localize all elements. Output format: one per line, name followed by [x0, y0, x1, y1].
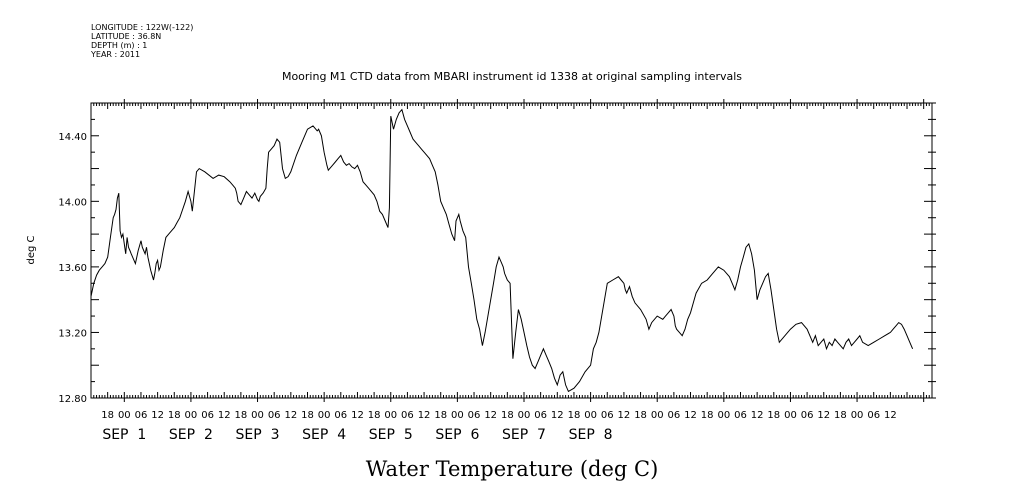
- hour-tick-label: 12: [284, 410, 297, 421]
- hour-tick-label: 12: [418, 410, 431, 421]
- hour-tick-label: 06: [867, 410, 880, 421]
- hour-tick-label: 00: [384, 410, 397, 421]
- y-tick-label: 12.80: [58, 394, 87, 405]
- hour-tick-label: 00: [717, 410, 730, 421]
- metadata-block: LONGITUDE : 122W(-122) LATITUDE : 36.8N …: [90, 23, 193, 59]
- hour-tick-label: 06: [135, 410, 148, 421]
- x-axis-label: Water Temperature (deg C): [366, 457, 659, 481]
- day-labels: SEP 1 SEP 2 SEP 3 SEP 4 SEP 5 SEP 6 SEP 7 SEP 8: [102, 427, 612, 443]
- hour-tick-label: 12: [684, 410, 697, 421]
- hour-tick-label: 00: [518, 410, 531, 421]
- hour-tick-label: 06: [401, 410, 414, 421]
- y-tick-label: 13.20: [58, 328, 87, 339]
- hour-tick-label: 06: [268, 410, 281, 421]
- hour-tick-label: 00: [451, 410, 464, 421]
- hour-tick-label: 06: [668, 410, 681, 421]
- hour-tick-label: 18: [101, 410, 114, 421]
- y-tick-label: 14.00: [58, 197, 87, 208]
- hour-tick-label: 18: [568, 410, 581, 421]
- hour-tick-label: 18: [701, 410, 714, 421]
- axis-ticks: [90, 99, 936, 402]
- hour-tick-label: 12: [484, 410, 497, 421]
- hour-tick-label: 12: [751, 410, 764, 421]
- longitude-text: LONGITUDE : 122W(-122): [91, 23, 193, 32]
- hour-tick-label: 00: [851, 410, 864, 421]
- hour-tick-label: 12: [551, 410, 564, 421]
- hour-tick-label: 00: [118, 410, 131, 421]
- hour-tick-label: 06: [468, 410, 481, 421]
- hour-tick-label: 12: [218, 410, 231, 421]
- y-tick-label: 14.40: [58, 132, 87, 143]
- latitude-text: LATITUDE : 36.8N: [91, 32, 161, 41]
- plot-frame: [90, 102, 933, 399]
- hour-tick-label: 18: [301, 410, 314, 421]
- water-temperature-line: [90, 108, 914, 393]
- chart-title: Mooring M1 CTD data from MBARI instrumen…: [282, 70, 742, 83]
- hour-tick-label: 18: [368, 410, 381, 421]
- hour-tick-label: 00: [185, 410, 198, 421]
- day-label: SEP 4: [302, 427, 346, 443]
- hour-tick-label: 00: [651, 410, 664, 421]
- hour-tick-label: 18: [834, 410, 847, 421]
- day-label: SEP 8: [569, 427, 613, 443]
- hour-tick-label: 12: [151, 410, 164, 421]
- hour-tick-label: 18: [168, 410, 181, 421]
- hour-tick-label: 18: [235, 410, 248, 421]
- hour-tick-label: 06: [201, 410, 214, 421]
- y-tick-label: 13.60: [58, 263, 87, 274]
- day-label: SEP 1: [102, 427, 146, 443]
- day-label: SEP 2: [169, 427, 213, 443]
- depth-text: DEPTH (m) : 1: [91, 41, 147, 50]
- hour-tick-label: 18: [634, 410, 647, 421]
- y-axis-label: deg C: [26, 235, 37, 264]
- hour-tick-label: 00: [251, 410, 264, 421]
- year-text: YEAR : 2011: [90, 50, 140, 59]
- hour-tick-label: 18: [767, 410, 780, 421]
- hour-tick-label: 12: [884, 410, 897, 421]
- hour-tick-label: 06: [334, 410, 347, 421]
- y-tick-labels: 12.80 13.20 13.60 14.00 14.40: [58, 132, 87, 405]
- day-label: SEP 3: [236, 427, 280, 443]
- day-label: SEP 7: [502, 427, 546, 443]
- hour-tick-label: 12: [618, 410, 631, 421]
- day-label: SEP 5: [369, 427, 413, 443]
- hour-tick-label: 00: [584, 410, 597, 421]
- hour-tick-label: 18: [501, 410, 514, 421]
- hour-tick-label: 06: [801, 410, 814, 421]
- hour-tick-labels: 18 00 06 12 18 00 06 12 18 00 06 12 18 00 06 12 18 00 06 12…: [101, 410, 896, 421]
- day-label: SEP 6: [435, 427, 479, 443]
- hour-tick-label: 00: [784, 410, 797, 421]
- hour-tick-label: 12: [351, 410, 364, 421]
- hour-tick-label: 06: [601, 410, 614, 421]
- hour-tick-label: 06: [534, 410, 547, 421]
- hour-tick-label: 18: [434, 410, 447, 421]
- hour-tick-label: 06: [734, 410, 747, 421]
- hour-tick-label: 12: [817, 410, 830, 421]
- hour-tick-label: 00: [318, 410, 331, 421]
